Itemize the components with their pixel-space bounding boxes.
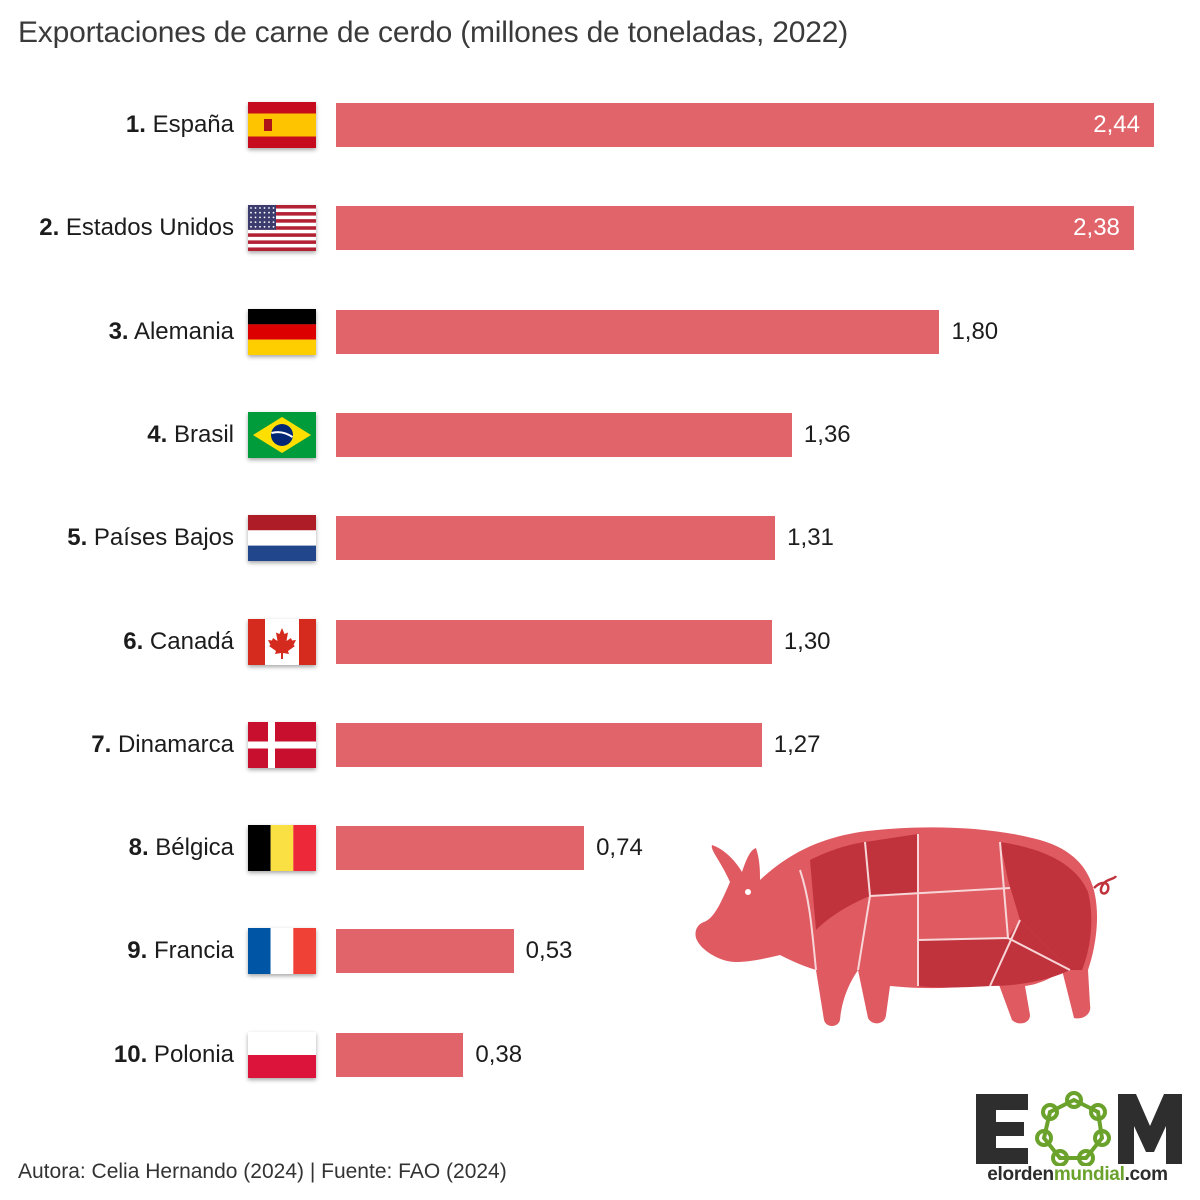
country-label: 2. Estados Unidos	[39, 214, 234, 242]
rank-number: 7.	[91, 730, 112, 758]
bar	[336, 309, 940, 354]
country-name: Polonia	[147, 1040, 234, 1068]
rank-number: 3.	[108, 317, 129, 345]
rank-number: 2.	[39, 214, 60, 242]
country-label: 8. Bélgica	[129, 834, 234, 862]
eom-logo-mark	[976, 1091, 1182, 1166]
value-label: 0,38	[475, 1040, 523, 1068]
bar	[336, 619, 772, 664]
chart-title: Exportaciones de carne de cerdo (millone…	[18, 16, 848, 49]
value-label: 2,38	[1073, 214, 1120, 242]
country-label: 4. Brasil	[147, 421, 234, 449]
bar	[336, 826, 585, 871]
value-label: 1,27	[773, 730, 821, 758]
value-label: 1,36	[803, 420, 851, 448]
country-name: Alemania	[128, 317, 234, 345]
value-label: 2,44	[1093, 111, 1140, 138]
belgium-flag	[248, 825, 316, 872]
country-name: Países Bajos	[87, 524, 234, 552]
denmark-flag	[248, 721, 316, 768]
rank-number: 8.	[128, 834, 149, 862]
spain-flag	[248, 102, 316, 148]
rank-number: 4.	[147, 420, 168, 448]
bar	[336, 412, 792, 457]
value-label: 1,31	[787, 524, 834, 552]
country-label: 9. Francia	[127, 937, 234, 965]
value-label: 1,80	[951, 317, 999, 345]
value-label: 0,53	[525, 937, 573, 965]
canada-flag	[248, 618, 316, 665]
country-label: 3. Alemania	[109, 318, 234, 346]
rank-number: 10.	[113, 1040, 148, 1068]
rank-number: 9.	[127, 937, 148, 965]
country-label: 5. Países Bajos	[67, 524, 234, 552]
country-label: 6. Canadá	[123, 628, 234, 656]
france-flag	[248, 928, 316, 975]
rank-number: 1.	[125, 111, 146, 138]
rank-number: 5.	[67, 524, 88, 552]
bar	[336, 722, 762, 767]
bar	[336, 516, 776, 561]
country-name: Dinamarca	[111, 730, 234, 758]
usa-flag	[248, 205, 316, 252]
germany-flag	[248, 308, 316, 355]
logo-url-part1: elorden	[987, 1164, 1054, 1185]
country-name: Bélgica	[148, 834, 234, 862]
country-label: 7. Dinamarca	[91, 731, 234, 759]
bar	[336, 929, 514, 974]
country-label: 10. Polonia	[114, 1041, 234, 1069]
brazil-flag	[248, 411, 316, 458]
country-name: Francia	[147, 937, 234, 965]
eom-logo: elordenmundial.com	[970, 1090, 1185, 1200]
source-note: Autora: Celia Hernando (2024) | Fuente: …	[18, 1160, 507, 1183]
country-name: Estados Unidos	[59, 214, 234, 242]
bar	[336, 206, 1134, 251]
country-name: Brasil	[167, 420, 234, 448]
country-name: Canadá	[143, 627, 234, 655]
pig-cuts-icon	[695, 827, 1118, 1026]
logo-url: elordenmundial.com	[970, 1164, 1185, 1186]
netherlands-flag	[248, 515, 316, 562]
value-label: 0,74	[596, 834, 643, 862]
logo-url-part3: .com	[1124, 1164, 1168, 1185]
bar	[336, 1032, 464, 1077]
bar	[336, 103, 1154, 147]
value-label: 1,30	[783, 627, 831, 655]
rank-number: 6.	[123, 627, 144, 655]
country-name: España	[145, 111, 234, 138]
country-label: 1. España	[126, 111, 234, 139]
poland-flag	[248, 1031, 316, 1078]
logo-url-part2: mundial	[1053, 1164, 1125, 1185]
